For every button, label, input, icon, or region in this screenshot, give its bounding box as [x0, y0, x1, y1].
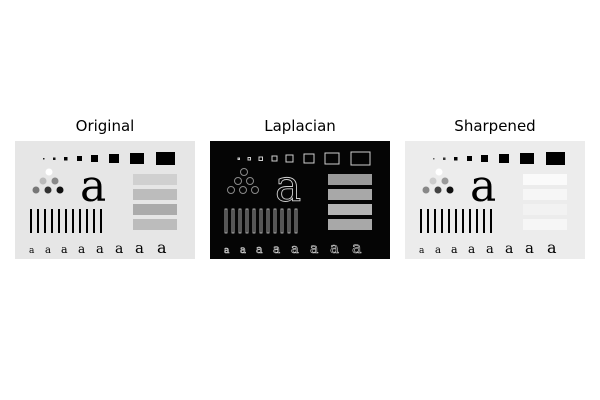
original-circles [32, 168, 64, 194]
svg-text:a: a [291, 242, 299, 257]
panel-laplacian: Laplacian a [210, 116, 390, 259]
panel-title-laplacian: Laplacian [264, 117, 336, 135]
svg-text:a: a [505, 241, 513, 257]
laplacian-large-letter: a [275, 161, 301, 212]
svg-text:a: a [29, 246, 35, 256]
svg-text:a: a [486, 242, 494, 257]
original-squares-row [43, 152, 175, 165]
svg-text:a: a [352, 238, 362, 257]
svg-text:a: a [240, 245, 246, 256]
svg-text:a: a [61, 243, 68, 256]
svg-text:a: a [525, 239, 534, 257]
svg-text:a: a [310, 241, 318, 257]
svg-text:a: a [451, 243, 458, 256]
svg-text:a: a [547, 238, 557, 257]
panel-title-sharpened: Sharpened [454, 117, 536, 135]
svg-text:a: a [256, 243, 263, 256]
original-letter-row: a a a a a a a a [29, 238, 167, 257]
svg-text:a: a [157, 238, 167, 257]
laplacian-vertical-bars [224, 208, 298, 234]
svg-text:a: a [468, 242, 475, 256]
laplacian-squares-row [237, 151, 371, 166]
sharpened-squares-row [433, 152, 565, 165]
svg-text:a: a [273, 242, 280, 256]
original-noise-blocks [133, 174, 177, 230]
svg-text:a: a [135, 239, 144, 257]
sharpened-image: a a a a a a a a a [405, 141, 585, 259]
svg-text:a: a [78, 242, 85, 256]
svg-text:a: a [96, 242, 104, 257]
panel-original: Original a [15, 116, 195, 259]
panel-title-original: Original [75, 117, 135, 135]
original-large-letter: a [80, 161, 106, 212]
panel-sharpened: Sharpened a [405, 116, 585, 259]
svg-text:a: a [115, 241, 123, 257]
laplacian-image: a a a a a a a a a [210, 141, 390, 259]
svg-text:a: a [224, 246, 230, 256]
svg-text:a: a [330, 239, 339, 257]
laplacian-circles [227, 168, 259, 194]
sharpened-noise-blocks [523, 174, 567, 230]
svg-text:a: a [419, 246, 425, 256]
original-image: a a a a a a a a a [15, 141, 195, 259]
sharpened-large-letter: a [470, 161, 496, 212]
laplacian-noise-blocks [328, 174, 372, 230]
sharpened-vertical-bars [420, 209, 492, 233]
sharpened-circles [422, 168, 454, 194]
original-vertical-bars [30, 209, 102, 233]
svg-text:a: a [45, 245, 51, 256]
sharpened-letter-row: a a a a a a a a [419, 238, 557, 257]
svg-text:a: a [435, 245, 441, 256]
laplacian-letter-row: a a a a a a a a [224, 238, 363, 258]
